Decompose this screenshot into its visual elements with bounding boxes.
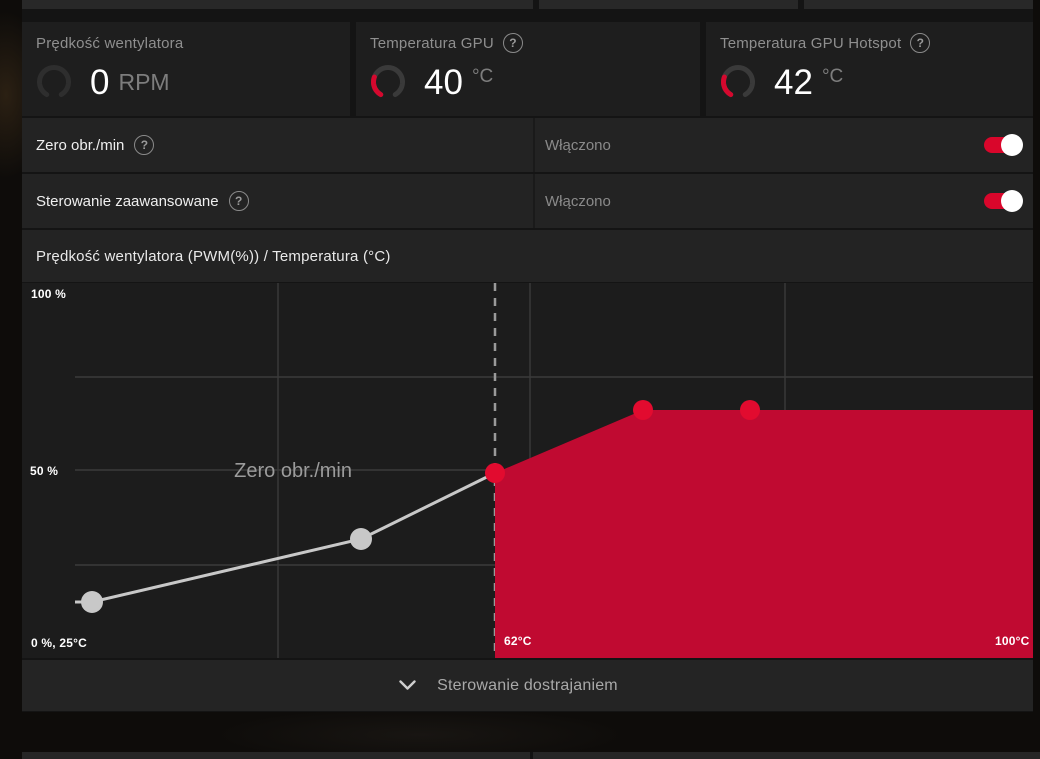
curve-point-red[interactable] <box>740 400 760 420</box>
chevron-down-icon[interactable] <box>399 680 416 691</box>
card-gpu-hotspot-temp: Temperatura GPU Hotspot ? 42 °C <box>706 22 1033 116</box>
curve-point-gray[interactable] <box>81 591 103 613</box>
toggle-knob <box>1001 190 1023 212</box>
help-icon[interactable]: ? <box>910 33 931 53</box>
zero-rpm-zone-label: Zero obr./min <box>234 460 352 482</box>
advanced-control-row-label: Sterowanie zaawansowane <box>36 192 219 210</box>
y-axis-label-100: 100 % <box>31 287 67 301</box>
help-icon[interactable]: ? <box>228 191 249 211</box>
advanced-control-toggle[interactable] <box>984 190 1023 212</box>
chart-title: Prędkość wentylatora (PWM(%)) / Temperat… <box>36 247 391 265</box>
fan-speed-unit: RPM <box>118 68 170 95</box>
gpu-hotspot-gauge-icon <box>720 64 756 98</box>
chart-title-row: Prędkość wentylatora (PWM(%)) / Temperat… <box>22 230 1033 282</box>
fan-curve-plot[interactable] <box>22 283 1033 658</box>
fan-curve-chart[interactable]: 100 % 50 % 0 %, 25°C 62°C 100°C Zero obr… <box>22 283 1033 658</box>
fan-curve-line <box>75 471 496 604</box>
gpu-hotspot-value: 42 <box>774 62 813 102</box>
card-fan-speed: Prędkość wentylatora 0 RPM <box>22 22 350 116</box>
gpu-hotspot-label: Temperatura GPU Hotspot <box>720 34 902 52</box>
row-zero-rpm: Zero obr./min ? Włączono <box>22 118 1033 172</box>
advanced-control-status: Włączono <box>545 192 611 210</box>
column-divider <box>533 174 535 228</box>
x-axis-label-62: 62°C <box>504 634 532 648</box>
axis-origin-label: 0 %, 25°C <box>31 636 87 650</box>
gpu-temp-label: Temperatura GPU <box>370 34 494 52</box>
gpu-temp-unit: °C <box>471 66 494 87</box>
curve-point-gray[interactable] <box>350 528 372 550</box>
background-window-edge <box>22 752 1040 759</box>
toggle-knob <box>1001 134 1023 156</box>
gpu-temp-value: 40 <box>424 62 463 102</box>
x-axis-label-100: 100°C <box>995 634 1030 648</box>
fan-speed-gauge-icon <box>36 64 72 98</box>
column-divider <box>533 118 535 172</box>
help-icon[interactable]: ? <box>502 33 523 53</box>
y-axis-label-50: 50 % <box>30 464 59 478</box>
gauge-track <box>36 64 72 98</box>
gauge-progress <box>720 74 734 98</box>
active-fan-zone-area <box>495 410 1033 658</box>
fan-speed-label: Prędkość wentylatora <box>36 34 184 52</box>
curve-point-red[interactable] <box>485 463 505 483</box>
stat-cards-row: Prędkość wentylatora 0 RPM Temperatura G… <box>22 22 1033 116</box>
gpu-hotspot-unit: °C <box>821 66 844 87</box>
row-advanced-control: Sterowanie zaawansowane ? Włączono <box>22 174 1033 228</box>
previous-row-remnant <box>22 0 1033 9</box>
curve-point-red[interactable] <box>633 400 653 420</box>
fan-tuning-panel: Prędkość wentylatora 0 RPM Temperatura G… <box>22 0 1033 712</box>
help-icon[interactable]: ? <box>134 135 155 155</box>
zero-rpm-row-label: Zero obr./min <box>36 136 125 154</box>
zero-rpm-toggle[interactable] <box>984 134 1023 156</box>
divider <box>798 0 804 9</box>
card-gpu-temp: Temperatura GPU ? 40 °C <box>356 22 700 116</box>
tuning-control-collapse-bar[interactable]: Sterowanie dostrajaniem <box>22 660 1033 711</box>
gpu-temp-gauge-icon <box>370 64 406 98</box>
fan-speed-value: 0 <box>90 62 110 102</box>
gauge-progress <box>370 74 384 98</box>
divider <box>530 752 533 759</box>
divider <box>533 0 539 9</box>
tuning-control-label: Sterowanie dostrajaniem <box>437 676 618 694</box>
zero-rpm-status: Włączono <box>545 136 611 154</box>
